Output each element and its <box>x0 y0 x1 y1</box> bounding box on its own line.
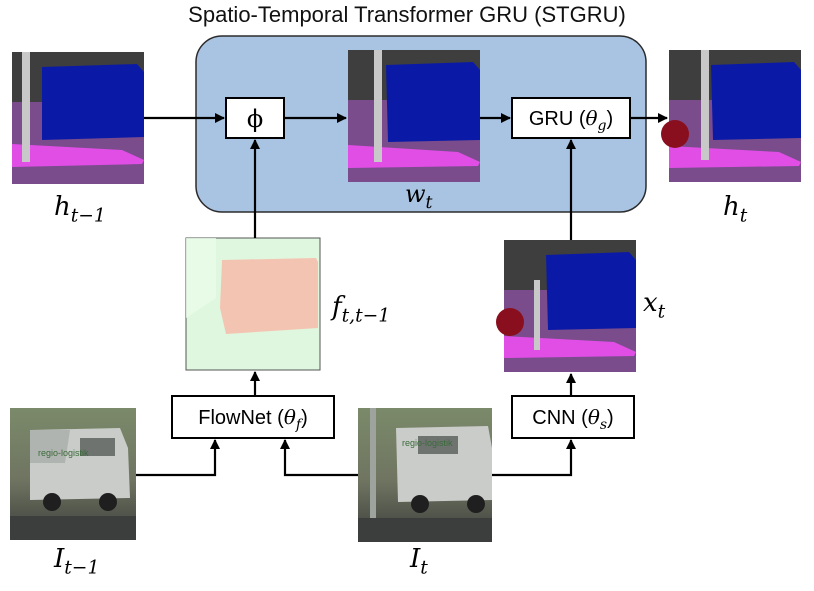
cnn-node-text: CNN ( <box>532 407 588 429</box>
segmentation-image-h-prev <box>12 52 144 184</box>
segmentation-image-h-t <box>661 50 801 182</box>
label-i-prev-main: I <box>54 544 65 574</box>
segmentation-image-x-t <box>496 240 636 372</box>
label-h-prev-main: h <box>54 192 71 222</box>
connection-arrows <box>136 113 668 477</box>
label-i-prev: It−1 <box>54 544 99 579</box>
label-w-t-sub: t <box>425 193 433 214</box>
label-h-prev-sub: t−1 <box>70 205 106 227</box>
label-i-t-sub: t <box>420 557 428 579</box>
cnn-theta: θ <box>587 405 600 429</box>
input-photo-current: regio-logistik <box>358 408 492 542</box>
label-h-t: ht <box>723 192 747 227</box>
flownet-node-box <box>171 395 335 439</box>
arrow-iprev-to-flownet <box>136 439 220 477</box>
gru-theta-sub: g <box>597 117 607 134</box>
gru-theta: θ <box>585 106 598 130</box>
flownet-theta: θ <box>283 405 296 429</box>
label-flow-main: f <box>332 292 342 322</box>
label-w-t: wt <box>405 180 433 213</box>
van-brand-text-prev: regio-logistik <box>38 448 89 458</box>
gru-node-close: ) <box>606 108 614 130</box>
cnn-node-close: ) <box>607 407 614 429</box>
diagram-title: Spatio-Temporal Transformer GRU (STGRU) <box>188 2 626 27</box>
optical-flow-image <box>185 237 321 371</box>
label-i-t: It <box>410 544 428 579</box>
flownet-theta-sub: f <box>295 416 302 433</box>
gru-node-label: GRU (θg) <box>512 106 630 134</box>
segmentation-image-warped <box>348 50 480 182</box>
label-x-t-sub: t <box>657 301 666 323</box>
phi-node-box <box>225 97 285 139</box>
flownet-node-close: ) <box>301 407 308 429</box>
cnn-theta-sub: s <box>599 416 608 433</box>
arrow-it-to-flownet <box>280 439 358 477</box>
label-x-t: xt <box>643 288 665 323</box>
phi-node-label: ϕ <box>246 105 264 133</box>
flownet-node-text: FlowNet ( <box>198 407 284 429</box>
cnn-node-box <box>511 395 635 439</box>
label-flow: ft,t−1 <box>332 292 390 327</box>
label-flow-sub: t,t−1 <box>341 305 391 327</box>
gru-node-text: GRU ( <box>528 108 586 130</box>
cnn-node-label: CNN (θs) <box>512 405 634 433</box>
label-h-t-sub: t <box>739 205 748 227</box>
label-h-t-main: h <box>723 192 740 222</box>
label-w-t-main: w <box>405 180 426 208</box>
van-brand-text-current: regio-logistik <box>402 438 453 448</box>
label-i-t-main: I <box>410 544 421 574</box>
input-photo-prev: regio-logistik <box>10 408 136 540</box>
label-i-prev-sub: t−1 <box>64 557 100 579</box>
label-x-t-main: x <box>643 288 658 318</box>
label-h-prev: ht−1 <box>54 192 106 227</box>
arrow-it-to-cnn <box>492 439 576 477</box>
flownet-node-label: FlowNet (θf) <box>172 405 334 433</box>
